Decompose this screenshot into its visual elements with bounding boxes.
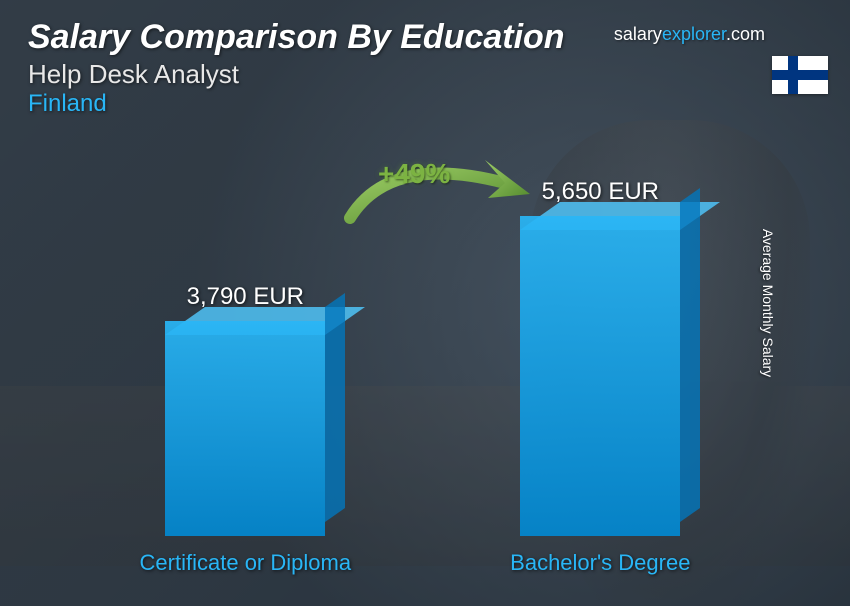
- bar-1: [520, 216, 680, 536]
- brand-accent: explorer: [662, 24, 726, 44]
- job-title: Help Desk Analyst: [28, 59, 822, 90]
- brand-watermark: salaryexplorer.com: [614, 24, 765, 45]
- country-name: Finland: [28, 90, 822, 118]
- bar-label-1: Bachelor's Degree: [510, 550, 690, 576]
- bar-label-0: Certificate or Diploma: [140, 550, 352, 576]
- bar-0: [165, 321, 325, 536]
- finland-flag-icon: [772, 56, 828, 94]
- brand-main: salary: [614, 24, 662, 44]
- bar-group-0: 3,790 EURCertificate or Diploma: [140, 283, 352, 576]
- bar-group-1: 5,650 EURBachelor's Degree: [510, 178, 690, 576]
- percentage-increase-label: +49%: [378, 158, 450, 190]
- brand-suffix: .com: [726, 24, 765, 44]
- bar-chart: 3,790 EURCertificate or Diploma 5,650 EUR…: [60, 180, 770, 576]
